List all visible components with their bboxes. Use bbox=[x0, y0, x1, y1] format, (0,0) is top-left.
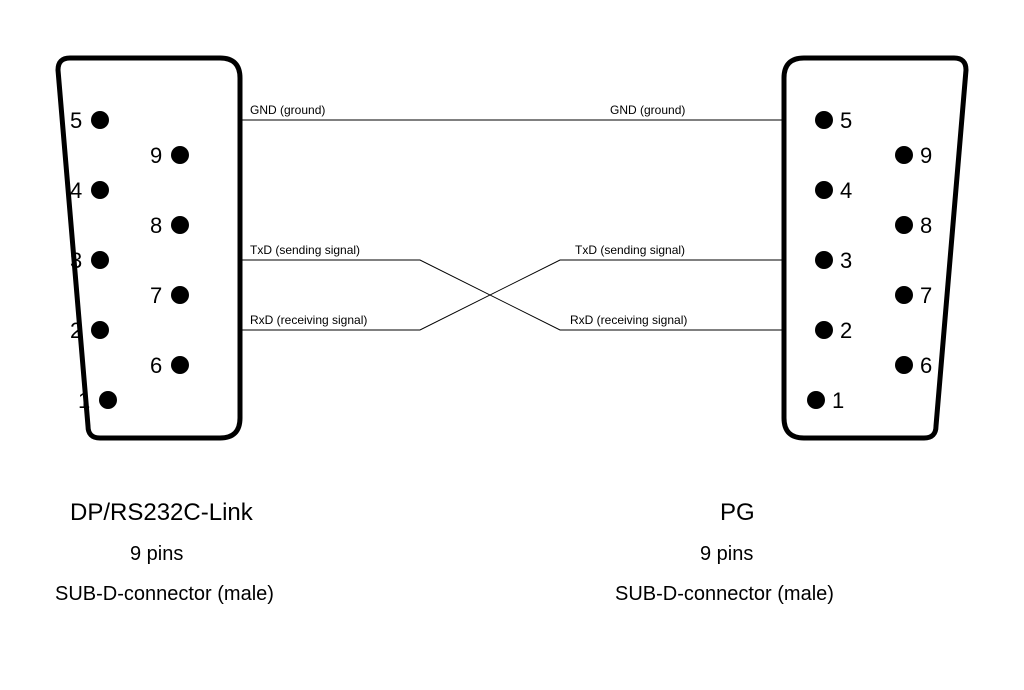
connector-left-pin-2 bbox=[91, 321, 109, 339]
wire-gnd-label-left: GND (ground) bbox=[250, 103, 325, 117]
connector-right-type: SUB-D-connector (male) bbox=[615, 583, 834, 605]
connector-right-pin-2-label: 2 bbox=[840, 318, 852, 343]
connector-right-pincount: 9 pins bbox=[700, 543, 753, 565]
connector-left-pin-3 bbox=[91, 251, 109, 269]
connector-right-pin-7 bbox=[895, 286, 913, 304]
wire-txd-label-left: TxD (sending signal) bbox=[250, 243, 360, 257]
connector-right-pin-3-label: 3 bbox=[840, 248, 852, 273]
connector-right-title: PG bbox=[720, 499, 755, 526]
connector-left-pin-8-label: 8 bbox=[150, 213, 162, 238]
connector-left-pincount: 9 pins bbox=[130, 543, 183, 565]
connector-right-pin-5-label: 5 bbox=[840, 108, 852, 133]
connector-right-pin-6-label: 6 bbox=[920, 353, 932, 378]
connector-left-pin-5-label: 5 bbox=[70, 108, 82, 133]
connector-right-pin-9 bbox=[895, 146, 913, 164]
connector-left-pin-6 bbox=[171, 356, 189, 374]
connector-left-pin-9-label: 9 bbox=[150, 143, 162, 168]
connector-left-outline bbox=[58, 58, 240, 438]
connector-left-pin-4 bbox=[91, 181, 109, 199]
wire-rxd-label-left: RxD (receiving signal) bbox=[250, 313, 367, 327]
connector-right-pin-9-label: 9 bbox=[920, 143, 932, 168]
wire-rxd-label-right: RxD (receiving signal) bbox=[570, 313, 687, 327]
connector-left-pin-7-label: 7 bbox=[150, 283, 162, 308]
connector-right-pin-8 bbox=[895, 216, 913, 234]
wire-txd-label-right: TxD (sending signal) bbox=[575, 243, 685, 257]
connector-right-pin-6 bbox=[895, 356, 913, 374]
connector-left-title: DP/RS232C-Link bbox=[70, 499, 254, 526]
connector-left-pin-7 bbox=[171, 286, 189, 304]
wire-gnd-label-right: GND (ground) bbox=[610, 103, 685, 117]
connector-right-pin-4 bbox=[815, 181, 833, 199]
connector-left-pin-8 bbox=[171, 216, 189, 234]
connector-left-pin-4-label: 4 bbox=[70, 178, 82, 203]
connector-right-pin-1 bbox=[807, 391, 825, 409]
connector-right-pin-5 bbox=[815, 111, 833, 129]
connector-right-pin-3 bbox=[815, 251, 833, 269]
connector-right-pin-8-label: 8 bbox=[920, 213, 932, 238]
connector-right-pin-1-label: 1 bbox=[832, 388, 844, 413]
connector-left-pin-9 bbox=[171, 146, 189, 164]
connector-left-pin-1-label: 1 bbox=[78, 388, 90, 413]
connector-right-outline bbox=[784, 58, 966, 438]
connector-right-pin-4-label: 4 bbox=[840, 178, 852, 203]
connector-right-pin-2 bbox=[815, 321, 833, 339]
connector-left-pin-1 bbox=[99, 391, 117, 409]
connector-right-pin-7-label: 7 bbox=[920, 283, 932, 308]
connector-left-pin-6-label: 6 bbox=[150, 353, 162, 378]
connector-left-pin-2-label: 2 bbox=[70, 318, 82, 343]
connector-left-pin-5 bbox=[91, 111, 109, 129]
connector-left-type: SUB-D-connector (male) bbox=[55, 583, 274, 605]
connector-left-pin-3-label: 3 bbox=[70, 248, 82, 273]
